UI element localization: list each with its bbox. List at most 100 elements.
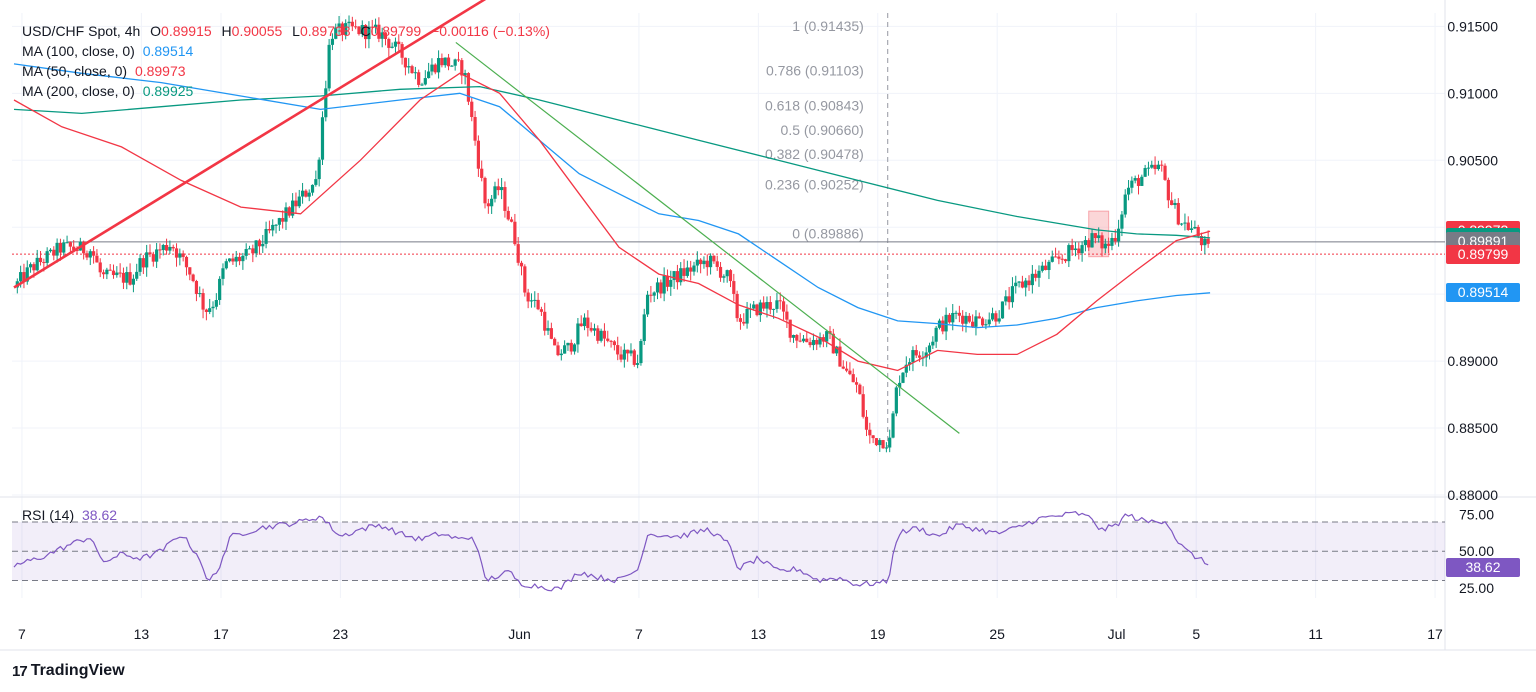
candle-body-267 — [901, 372, 905, 383]
candle-body-180 — [612, 341, 616, 346]
price-tick-6: 0.88500 — [1447, 420, 1498, 436]
candle-body-148 — [506, 210, 510, 220]
price-tick-5: 0.89000 — [1447, 353, 1498, 369]
candle-body-349 — [1173, 202, 1177, 206]
candle-body-79 — [277, 218, 281, 225]
symbol-label[interactable]: USD/CHF Spot, 4h — [22, 23, 141, 39]
candle-body-3 — [25, 267, 29, 282]
candle-body-17 — [72, 246, 76, 250]
candle-body-4 — [28, 264, 33, 268]
candle-body-214 — [725, 270, 729, 277]
candle-body-302 — [1017, 281, 1021, 283]
candle-body-158 — [539, 309, 544, 312]
candle-body-342 — [1150, 164, 1154, 168]
high-value: 0.90055 — [231, 23, 283, 39]
candle-body-23 — [92, 251, 96, 256]
candle-body-283 — [954, 312, 958, 314]
candle-body-209 — [708, 255, 713, 268]
candle-body-185 — [629, 350, 633, 354]
candle-body-96 — [334, 27, 338, 39]
candle-body-109 — [377, 24, 381, 39]
rsi-value: 38.62 — [82, 507, 118, 523]
candle-body-345 — [1160, 164, 1164, 166]
brand-name: TradingView — [30, 662, 125, 679]
ma200-legend[interactable]: MA (200, close, 0) 0.89925 — [22, 83, 193, 100]
rsi-legend[interactable]: RSI (14) 38.62 — [22, 507, 117, 524]
candle-body-355 — [1193, 226, 1197, 229]
candle-body-167 — [569, 342, 573, 352]
candle-body-58 — [208, 308, 212, 312]
candle-body-272 — [917, 355, 922, 358]
candle-body-69 — [244, 248, 248, 256]
candle-body-220 — [745, 308, 749, 324]
candle-body-336 — [1130, 180, 1134, 188]
candle-body-115 — [397, 41, 401, 45]
candle-body-101 — [350, 21, 354, 27]
candle-body-18 — [75, 249, 79, 251]
candle-body-269 — [908, 362, 912, 365]
candle-body-34 — [128, 272, 132, 285]
candle-body-312 — [1050, 256, 1054, 262]
candle-body-208 — [705, 260, 709, 268]
tradingview-brand[interactable]: 17 TradingView — [12, 662, 125, 680]
candle-body-172 — [586, 317, 590, 328]
ma100-label: MA (100, close, 0) — [22, 43, 135, 59]
candle-body-340 — [1143, 168, 1147, 177]
candle-body-307 — [1034, 273, 1038, 278]
candle-body-162 — [553, 338, 557, 346]
time-tick-3: 23 — [333, 626, 349, 642]
candle-body-222 — [752, 304, 756, 309]
candle-body-308 — [1037, 270, 1041, 278]
candle-body-254 — [858, 384, 862, 395]
candle-body-183 — [622, 349, 626, 360]
candle-body-26 — [101, 272, 106, 275]
candle-body-327 — [1100, 235, 1104, 249]
candle-body-311 — [1047, 261, 1051, 270]
candle-body-225 — [762, 302, 766, 309]
candle-body-332 — [1116, 228, 1121, 242]
candle-body-166 — [566, 342, 570, 346]
candle-body-198 — [672, 271, 676, 281]
ma100-value: 0.89514 — [142, 43, 194, 59]
candle-body-33 — [125, 272, 129, 283]
candle-body-37 — [138, 258, 142, 272]
candle-body-57 — [204, 309, 208, 312]
candle-body-287 — [967, 315, 971, 322]
rsi-tick-2: 25.00 — [1459, 580, 1494, 596]
candle-body-84 — [294, 200, 298, 207]
candle-body-354 — [1189, 228, 1194, 231]
ma100-legend[interactable]: MA (100, close, 0) 0.89514 — [22, 43, 193, 60]
candle-body-1 — [19, 272, 23, 282]
ma50-legend[interactable]: MA (50, close, 0) 0.89973 — [22, 63, 186, 80]
candle-body-91 — [317, 159, 321, 180]
candle-body-239 — [808, 342, 812, 346]
candle-body-15 — [65, 242, 69, 244]
candle-body-261 — [881, 440, 885, 449]
candle-body-161 — [549, 328, 553, 339]
candle-body-228 — [772, 308, 776, 310]
candle-body-174 — [592, 328, 597, 331]
candle-body-200 — [679, 268, 683, 283]
candle-body-265 — [894, 387, 898, 414]
fib-level-label-3: 0.5 (0.90660) — [781, 122, 864, 138]
fib-level-label-2: 0.618 (0.90843) — [765, 97, 864, 113]
time-tick-11: 11 — [1308, 626, 1323, 642]
candle-body-250 — [844, 368, 849, 371]
candle-body-123 — [423, 78, 427, 85]
candle-body-207 — [702, 260, 706, 265]
candle-body-140 — [480, 168, 484, 178]
candle-body-107 — [370, 26, 374, 28]
candle-body-42 — [155, 249, 159, 262]
candle-body-68 — [241, 255, 245, 262]
candle-body-70 — [247, 248, 252, 250]
candle-body-218 — [738, 318, 743, 322]
candle-body-2 — [22, 272, 26, 282]
candle-body-80 — [281, 218, 285, 222]
candle-body-319 — [1073, 248, 1078, 251]
candle-body-244 — [825, 331, 829, 342]
candle-body-303 — [1020, 281, 1024, 288]
time-tick-8: 25 — [989, 626, 1005, 642]
candle-body-238 — [805, 338, 809, 343]
candle-body-179 — [609, 340, 613, 342]
